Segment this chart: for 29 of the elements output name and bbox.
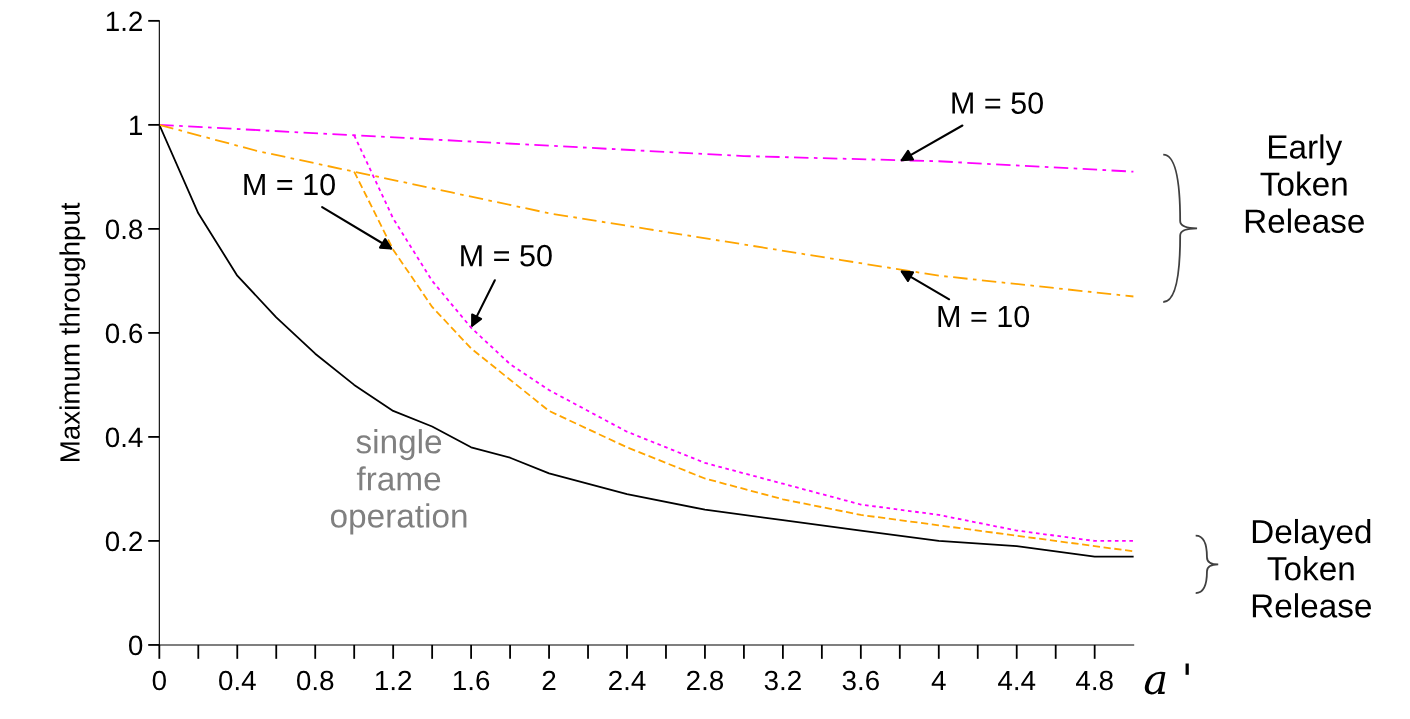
x-tick-label: 2 bbox=[542, 670, 556, 691]
x-tick-label: 2.4 bbox=[609, 670, 646, 691]
x-tick-label: 1.6 bbox=[453, 670, 490, 691]
x-tick-label: 4 bbox=[931, 670, 946, 691]
annotation: M = 10 bbox=[938, 305, 1030, 328]
annotation: M = 50 bbox=[461, 244, 552, 267]
annotation: M = 10 bbox=[244, 173, 335, 196]
x-tick-label: 3.6 bbox=[842, 670, 879, 691]
x-tick-label: 4.4 bbox=[998, 670, 1036, 691]
y-tick-label: 1.2 bbox=[106, 11, 142, 31]
x-tick-label: 1.2 bbox=[375, 670, 412, 691]
y-tick-label: 0.8 bbox=[105, 219, 143, 240]
x-tick-label: 0.8 bbox=[297, 670, 334, 691]
y-tick-label: 0.2 bbox=[105, 531, 142, 552]
x-tick-label: 4.8 bbox=[1076, 670, 1113, 691]
y-tick-label: 0.4 bbox=[105, 427, 143, 448]
annotation: single frame operation bbox=[330, 429, 467, 535]
x-tick-label: 0 bbox=[152, 670, 166, 691]
y-tick-label: 0 bbox=[129, 635, 143, 656]
x-tick-label: 3.2 bbox=[764, 670, 801, 691]
y-axis-title: Maximum throughput bbox=[59, 202, 86, 462]
annotation: M = 50 bbox=[952, 92, 1043, 114]
x-tick-label: 2.8 bbox=[687, 670, 724, 691]
y-tick-label: 0.6 bbox=[105, 323, 143, 344]
y-tick-label: 1 bbox=[130, 115, 142, 135]
text: Delayed Token Release bbox=[1252, 518, 1371, 618]
text: Early Token Release bbox=[1245, 134, 1364, 233]
x-tick-label: 0.4 bbox=[219, 670, 256, 691]
x-axis-title: a ' bbox=[1144, 663, 1189, 695]
